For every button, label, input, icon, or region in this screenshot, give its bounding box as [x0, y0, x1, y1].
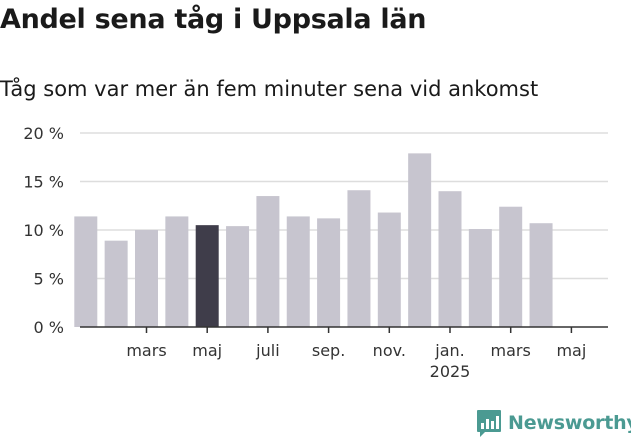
bar: [347, 190, 371, 327]
chart-title: Andel sena tåg i Uppsala län: [0, 4, 427, 35]
gridlines: [80, 132, 608, 280]
bar: [529, 223, 553, 327]
x-tick-sublabel: 2025: [430, 362, 471, 381]
bar: [135, 230, 158, 327]
x-tick-label: maj: [556, 341, 586, 360]
bar: [195, 225, 219, 327]
y-tick-label: 10 %: [23, 221, 64, 240]
bar: [317, 218, 341, 327]
y-tick-label: 20 %: [23, 124, 64, 143]
x-tick-label: jan.: [434, 341, 464, 360]
bar: [165, 216, 189, 327]
x-tick-label: juli: [255, 341, 279, 360]
bar: [226, 226, 250, 327]
bar-chart: 0 % 5 % 10 % 15 % 20 % mars maj juli sep. nov. ja…: [23, 124, 608, 381]
y-tick-labels: 0 % 5 % 10 % 15 % 20 %: [23, 124, 64, 337]
brand-name: Newsworthy: [508, 412, 631, 434]
bar: [377, 212, 401, 327]
x-tick-label: nov.: [373, 341, 406, 360]
x-tick-label: maj: [192, 341, 222, 360]
newsworthy-logo-icon: [477, 410, 501, 437]
x-tick-labels: mars maj juli sep. nov. jan. 2025 mars maj: [126, 341, 586, 381]
y-tick-label: 0 %: [34, 318, 64, 337]
bar: [256, 196, 280, 327]
bar: [74, 216, 98, 327]
y-tick-label: 15 %: [23, 173, 64, 192]
y-tick-label: 5 %: [34, 270, 64, 289]
x-tick-label: sep.: [312, 341, 345, 360]
bar: [468, 229, 492, 327]
bar: [499, 206, 523, 327]
chart-subtitle: Tåg som var mer än fem minuter sena vid …: [0, 77, 539, 101]
bar: [104, 240, 128, 327]
x-axis: [80, 326, 608, 333]
bar: [438, 191, 462, 327]
bar: [286, 216, 310, 327]
x-tick-label: mars: [491, 341, 531, 360]
bar: [408, 153, 432, 327]
brand-logo: Newsworthy: [476, 408, 631, 438]
x-tick-label: mars: [126, 341, 166, 360]
bars: [74, 153, 553, 327]
